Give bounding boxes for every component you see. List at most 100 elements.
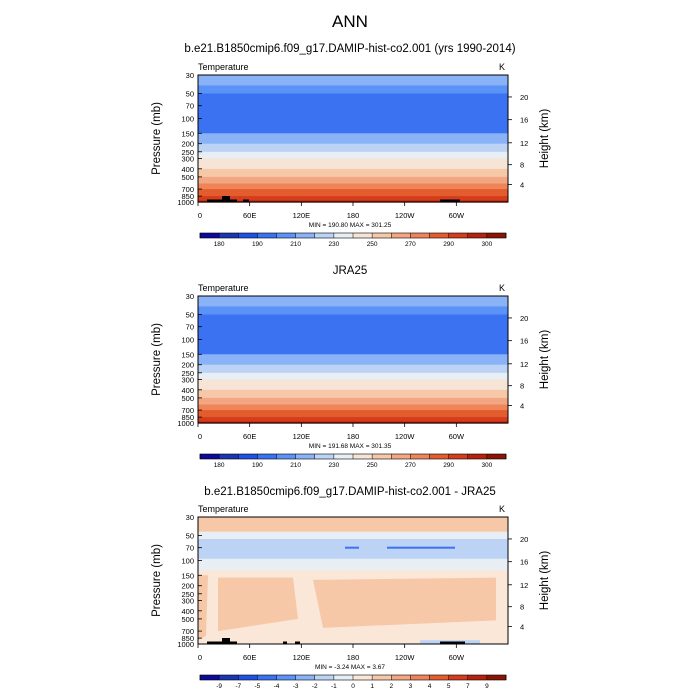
colorbar-swatch: [486, 233, 507, 238]
field-band: [198, 362, 508, 365]
y-tick-label: 700: [181, 627, 194, 636]
colorbar-swatch: [391, 454, 411, 459]
y-tick-label: 500: [181, 615, 194, 624]
field-band: [198, 400, 508, 402]
field-band: [198, 308, 508, 311]
colorbar: -9 -7 -5 -4 -3 -2 -1 0 1 2 3 4 5 7 9: [199, 674, 507, 690]
field-band: [198, 111, 508, 113]
colorbar-swatch: [295, 675, 316, 680]
field-band: [198, 165, 508, 168]
field-band: [198, 315, 508, 318]
field-band: [198, 97, 508, 100]
y-tick-label: 300: [181, 375, 194, 384]
field-band: [198, 179, 508, 181]
anomaly-patch: [387, 546, 455, 549]
colorbar-swatch: [333, 675, 354, 680]
field-band: [198, 113, 508, 116]
field-band: [198, 339, 508, 342]
field-band: [198, 153, 508, 155]
field-band: [198, 172, 508, 174]
field-band: [198, 88, 508, 92]
y-tick-label: 850: [181, 634, 194, 643]
field-band: [198, 300, 508, 304]
field-band: [198, 174, 508, 177]
field-band: [198, 335, 508, 338]
topography-block: [243, 199, 249, 202]
field-band: [198, 157, 508, 159]
colorbar-swatch: [372, 454, 392, 459]
x-tick-label: 120W: [395, 211, 416, 220]
field-band: [198, 179, 508, 181]
field-band: [198, 126, 508, 129]
field-band: [198, 130, 508, 133]
field-band: [198, 334, 508, 336]
x-tick-label: 120E: [293, 653, 311, 662]
y-tick-label: 30: [186, 292, 194, 301]
colorbar-label: 0: [351, 683, 355, 690]
field-band: [198, 331, 508, 334]
field-band: [198, 379, 508, 382]
field-band: [198, 144, 508, 147]
field-band: [198, 402, 508, 404]
colorbar-swatch: [314, 675, 335, 680]
units-label: K: [499, 62, 505, 72]
panel-diff: b.e21.B1850cmip6.f09_g17.DAMIP-hist-co2.…: [151, 486, 551, 690]
y2-tick-label: 8: [520, 161, 524, 170]
field-band: [198, 145, 508, 147]
field-band: [198, 100, 508, 102]
y-tick-label: 300: [181, 596, 194, 605]
y2-tick-label: 20: [520, 314, 528, 323]
y-tick-label: 70: [186, 544, 194, 553]
field-band: [198, 96, 508, 99]
colorbar-swatch: [467, 233, 488, 238]
field-band: [198, 343, 508, 346]
field-band: [198, 304, 508, 308]
colorbar-swatch: [429, 233, 449, 238]
field-band: [198, 177, 508, 179]
field-band: [198, 107, 508, 110]
colorbar-swatch: [353, 675, 373, 680]
field-band: [198, 147, 508, 149]
field-band: [198, 123, 508, 126]
topography-block: [440, 641, 465, 644]
field-band: [198, 105, 508, 108]
field-band: [198, 116, 508, 118]
field-band: [198, 330, 508, 333]
colorbar-label: 7: [466, 683, 470, 690]
x-tick-label: 60W: [449, 653, 465, 662]
y-tick-label: 100: [181, 557, 194, 566]
field-band: [198, 321, 508, 323]
field-band: [198, 180, 508, 182]
field-band: [198, 112, 508, 114]
y-tick-label: 30: [186, 71, 194, 80]
field-band: [198, 182, 508, 184]
field-band: [198, 155, 508, 158]
colorbar-swatch: [200, 675, 220, 680]
field-band: [198, 394, 508, 396]
field-band: [198, 137, 508, 140]
field-band: [198, 178, 508, 180]
topography-block: [222, 196, 230, 202]
x-tick-label: 180: [347, 653, 360, 662]
heatmap-field: [198, 296, 508, 424]
field-band: [198, 317, 508, 320]
field-band: [198, 181, 508, 183]
colorbar-label: 9: [485, 683, 489, 690]
field-band: [198, 375, 508, 377]
field-band: [198, 373, 508, 375]
field-band: [198, 113, 508, 115]
field-band: [198, 403, 508, 405]
y-tick-label: 400: [181, 386, 194, 395]
colorbar-swatch: [467, 675, 488, 680]
field-band: [198, 385, 508, 388]
stats-label: MIN = 191.68 MAX = 301.35: [309, 443, 392, 450]
field-band: [198, 378, 508, 380]
field-band: [198, 403, 508, 406]
field-band: [198, 324, 508, 327]
units-label: K: [499, 504, 505, 514]
variable-label: Temperature: [198, 62, 249, 72]
field-band: [198, 558, 508, 571]
field-band: [198, 176, 508, 178]
field-band: [198, 395, 508, 398]
colorbar-swatch: [410, 233, 430, 238]
